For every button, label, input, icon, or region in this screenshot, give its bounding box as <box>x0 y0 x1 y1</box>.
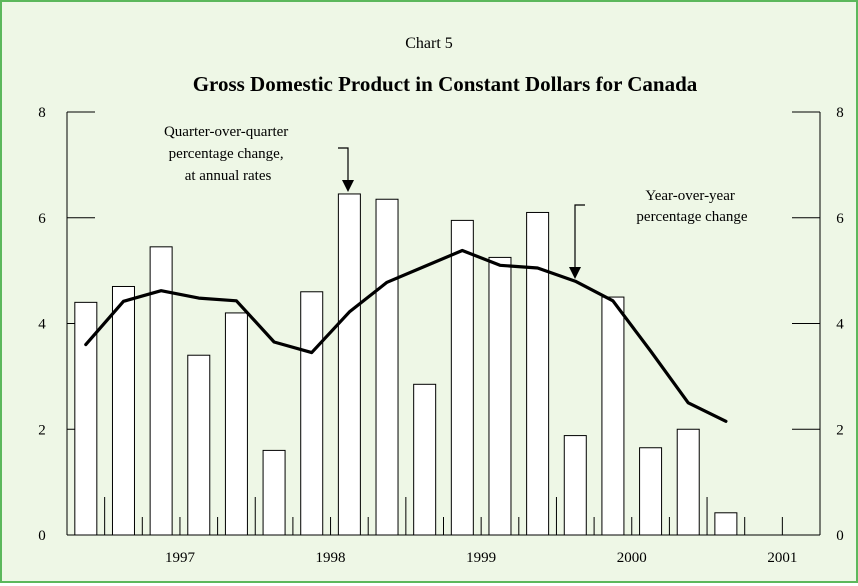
annotation-quarterly-line: percentage change, <box>169 146 284 162</box>
y-tick-label-left: 0 <box>38 528 46 544</box>
bar-quarterly <box>300 291 324 536</box>
annotation-quarterly: Quarter-over-quarter percentage change, … <box>164 124 292 184</box>
bar-quarterly <box>111 285 135 536</box>
bar-quarterly <box>714 512 738 536</box>
x-tick-label: 1998 <box>316 550 346 566</box>
y-tick-label-right: 8 <box>836 105 844 121</box>
annotation-yoy-arrow <box>574 204 585 270</box>
annotation-yoy-line: percentage change <box>636 209 748 225</box>
bar-quarterly <box>262 449 286 536</box>
tick-labels: 0 0 2 2 4 4 6 6 8 8 1997 1998 1999 2000 2001 <box>38 105 844 566</box>
bar-quarterly <box>676 428 700 536</box>
bar-quarterly <box>375 198 399 536</box>
y-tick-label-right: 4 <box>836 317 844 333</box>
y-tick-label-left: 4 <box>38 317 46 333</box>
bar-quarterly <box>526 211 550 536</box>
annotation-yoy-arrowhead <box>569 267 581 279</box>
bar-quarterly <box>563 435 587 536</box>
y-tick-label-right: 0 <box>836 528 844 544</box>
annotation-quarterly-line: Quarter-over-quarter <box>164 124 288 140</box>
annotation-quarterly-line: at annual rates <box>185 168 272 184</box>
bar-quarterly <box>488 256 512 536</box>
y-tick-label-right: 2 <box>836 422 844 438</box>
y-tick-label-left: 6 <box>38 211 46 227</box>
y-tick-label-left: 8 <box>38 105 46 121</box>
annotation-quarterly-arrow <box>338 147 349 182</box>
x-tick-label: 1999 <box>466 550 496 566</box>
annotation-yoy-line: Year-over-year <box>645 188 735 204</box>
bar-quarterly <box>413 383 437 536</box>
x-tick-label: 2001 <box>767 550 797 566</box>
yoy-line <box>84 248 728 423</box>
yoy-line-group <box>84 248 728 423</box>
plot-axes <box>66 111 821 536</box>
y-tick-label-left: 2 <box>38 422 46 438</box>
bar-quarterly <box>74 301 98 536</box>
bar-quarterly <box>149 246 173 536</box>
x-tick-label: 2000 <box>617 550 647 566</box>
bar-quarterly <box>601 296 625 536</box>
bar-quarterly <box>450 219 474 536</box>
x-tick-label: 1997 <box>165 550 196 566</box>
chart-subtitle: Chart 5 <box>405 35 453 52</box>
annotation-yoy: Year-over-year percentage change <box>636 188 748 225</box>
bar-quarterly <box>224 312 248 536</box>
annotation-quarterly-arrowhead <box>342 180 354 192</box>
bar-quarterly <box>187 354 211 536</box>
quarterly-bars <box>74 193 738 536</box>
bar-quarterly <box>337 193 361 536</box>
chart-title: Gross Domestic Product in Constant Dolla… <box>193 72 698 96</box>
y-tick-label-right: 6 <box>836 211 844 227</box>
bar-quarterly <box>639 447 663 536</box>
